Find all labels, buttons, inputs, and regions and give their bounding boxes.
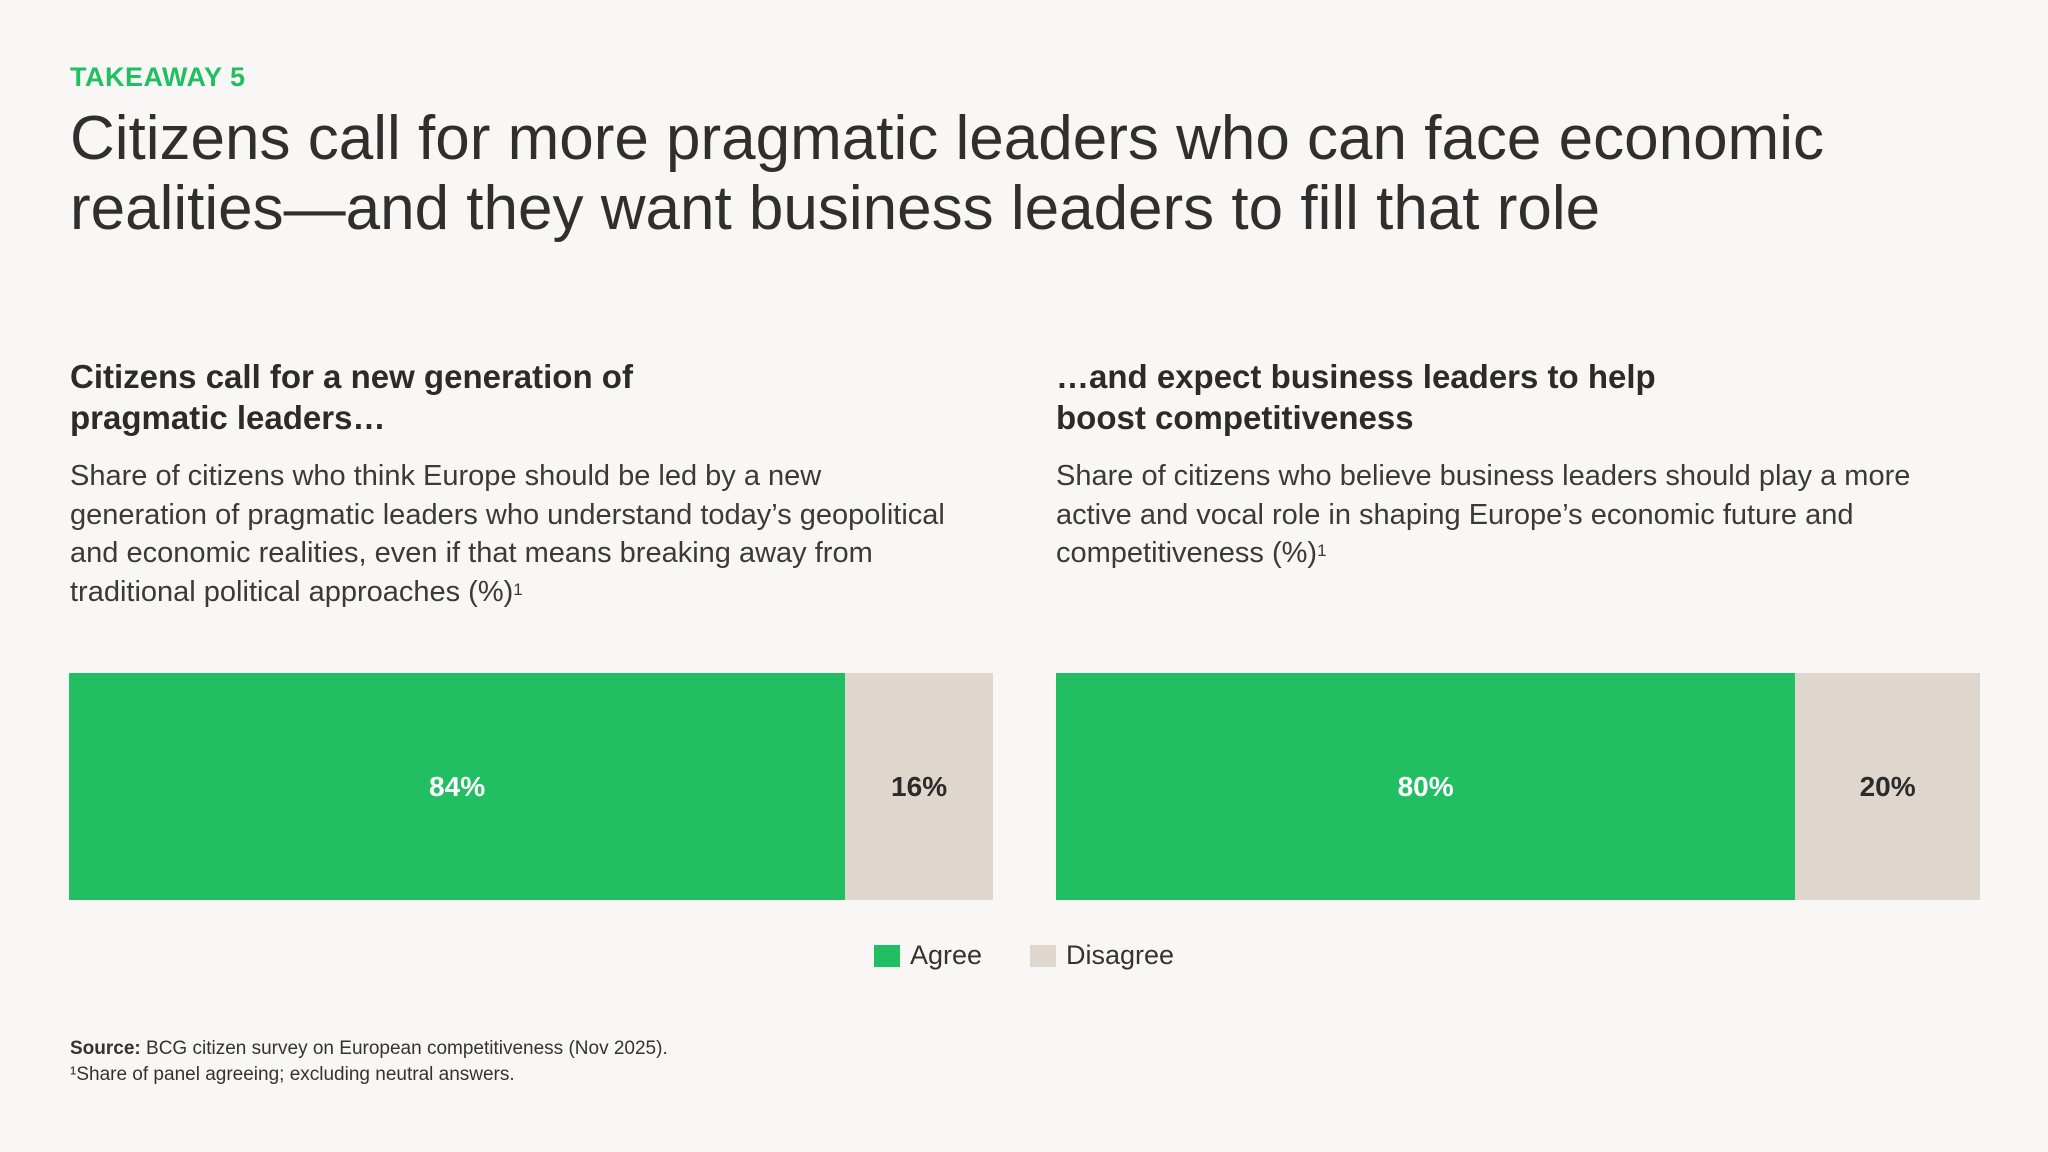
chart-legend: Agree Disagree bbox=[0, 940, 2048, 971]
legend-item-disagree: Disagree bbox=[1030, 940, 1174, 971]
right-panel-description: Share of citizens who believe business l… bbox=[1056, 460, 1911, 569]
right-panel: …and expect business leaders to help boo… bbox=[1056, 356, 1980, 573]
bar-segment-agree: 84% bbox=[69, 673, 846, 900]
left-stacked-bar: 84% 16% bbox=[69, 673, 993, 900]
left-panel-title: Citizens call for a new generation of pr… bbox=[70, 358, 633, 436]
source-text: BCG citizen survey on European competiti… bbox=[140, 1038, 668, 1059]
right-stacked-bar: 80% 20% bbox=[1056, 673, 1980, 900]
agree-swatch bbox=[873, 944, 900, 967]
page-title: Citizens call for more pragmatic leaders… bbox=[70, 104, 1824, 243]
source-footer: Source: BCG citizen survey on European c… bbox=[70, 1036, 668, 1088]
footnote-marker: 1 bbox=[513, 579, 523, 599]
takeaway-label: TAKEAWAY 5 bbox=[70, 62, 246, 92]
data-label-disagree: 16% bbox=[891, 770, 948, 802]
legend-label-disagree: Disagree bbox=[1066, 940, 1175, 970]
footnote-text: ¹Share of panel agreeing; excluding neut… bbox=[70, 1064, 515, 1085]
source-line: Source: BCG citizen survey on European c… bbox=[70, 1036, 668, 1062]
data-label-agree: 84% bbox=[429, 770, 486, 802]
legend-label-agree: Agree bbox=[909, 940, 982, 970]
disagree-swatch bbox=[1030, 944, 1056, 967]
right-panel-title: …and expect business leaders to help boo… bbox=[1056, 358, 1656, 436]
data-label-disagree: 20% bbox=[1859, 770, 1916, 802]
left-panel-description: Share of citizens who think Europe shoul… bbox=[70, 460, 945, 608]
bar-segment-disagree: 20% bbox=[1795, 673, 1980, 900]
source-label: Source: bbox=[70, 1038, 141, 1059]
legend-item-agree: Agree bbox=[873, 940, 982, 971]
data-label-agree: 80% bbox=[1397, 770, 1454, 802]
left-panel: Citizens call for a new generation of pr… bbox=[70, 356, 994, 611]
footnote-marker: 1 bbox=[1317, 541, 1327, 560]
bar-segment-disagree: 16% bbox=[845, 673, 993, 900]
bar-segment-agree: 80% bbox=[1056, 673, 1796, 900]
